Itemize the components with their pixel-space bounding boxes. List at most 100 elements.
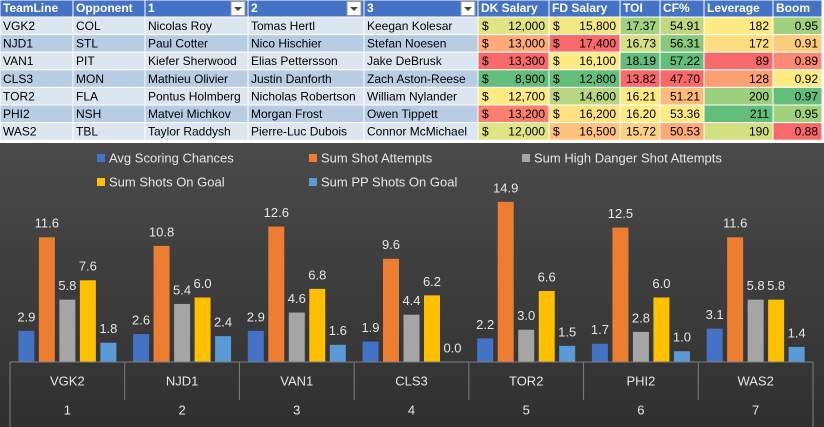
bar — [194, 297, 211, 362]
bar — [309, 288, 326, 362]
value-label: 4.4 — [402, 293, 420, 308]
cell-text: VAN1 — [3, 54, 34, 68]
cell-text: Keegan Kolesar — [367, 19, 452, 33]
cell-text: 16.21 — [626, 89, 656, 103]
currency-symbol: $ — [553, 37, 560, 51]
bar — [747, 299, 764, 362]
cell-text: 54.91 — [670, 19, 700, 33]
x-tick-label: PHI2 — [626, 373, 655, 388]
value-label: 5.8 — [747, 278, 765, 293]
bar — [153, 245, 170, 362]
x-group-label: 3 — [293, 402, 300, 417]
legend-swatch — [309, 154, 317, 162]
cell-text: 17.37 — [626, 19, 656, 33]
cell-text: 13.82 — [626, 72, 656, 86]
bar — [727, 237, 744, 362]
cell-text: William Nylander — [367, 89, 457, 103]
cell-text: Jake DeBrusk — [367, 54, 443, 68]
cell-text: 51.21 — [670, 89, 700, 103]
value-label: 0.0 — [443, 340, 461, 355]
value-label: 1.4 — [788, 325, 806, 340]
cell-text: Nicholas Robertson — [251, 89, 356, 103]
cell-text: 16,100 — [579, 54, 616, 68]
value-label: 7.6 — [79, 259, 97, 274]
bar — [174, 303, 191, 362]
cell-text: 0.92 — [795, 72, 819, 86]
cell-text: 0.95 — [795, 19, 819, 33]
legend-swatch — [309, 178, 317, 186]
bar — [133, 334, 150, 362]
cell-text: 0.88 — [795, 125, 819, 139]
cell-text: COL — [76, 19, 101, 33]
filter-arrow — [234, 7, 242, 11]
cell-text: PHI2 — [3, 107, 30, 121]
value-label: 3.0 — [517, 308, 535, 323]
cell-text: 57.22 — [670, 54, 700, 68]
bar — [215, 336, 232, 362]
value-label: 2.9 — [17, 309, 35, 324]
currency-symbol: $ — [553, 54, 560, 68]
header-text: 1 — [148, 1, 155, 15]
cell-text: VGK2 — [3, 19, 35, 33]
header-text: 2 — [251, 1, 258, 15]
value-label: 6.8 — [308, 267, 326, 282]
x-group-label: 6 — [637, 402, 644, 417]
x-tick-label: VGK2 — [50, 373, 85, 388]
bar — [247, 330, 264, 362]
x-tick-label: TOR2 — [509, 373, 543, 388]
cell-text: 53.36 — [670, 107, 700, 121]
value-label: 2.9 — [247, 309, 265, 324]
value-label: 1.8 — [99, 321, 117, 336]
bar — [362, 341, 379, 362]
value-label: 2.2 — [476, 317, 494, 332]
header-text: TOI — [623, 1, 643, 15]
cell-text: Justin Danforth — [251, 72, 332, 86]
bar — [18, 330, 35, 362]
legend-label: Sum Shot Attempts — [321, 150, 433, 165]
bar — [38, 237, 55, 362]
currency-symbol: $ — [482, 89, 489, 103]
table-cell — [772, 122, 823, 141]
header-text: TeamLine — [3, 1, 58, 15]
cell-text: Kiefer Sherwood — [148, 54, 237, 68]
bar — [591, 343, 608, 362]
legend-label: Sum Shots On Goal — [109, 174, 225, 189]
currency-symbol: $ — [553, 72, 560, 86]
x-group-label: 5 — [523, 402, 530, 417]
cell-text: Owen Tippett — [367, 107, 438, 121]
cell-text: 211 — [750, 107, 769, 121]
currency-symbol: $ — [482, 37, 489, 51]
bar — [673, 351, 690, 362]
legend-swatch — [522, 154, 530, 162]
bar — [59, 299, 76, 362]
cell-text: FLA — [76, 89, 98, 103]
bar — [768, 299, 785, 362]
cell-text: 47.70 — [670, 72, 700, 86]
x-tick-label: WAS2 — [737, 373, 773, 388]
cell-text: 13,200 — [508, 107, 545, 121]
bar — [100, 342, 117, 362]
header-text: 3 — [367, 1, 374, 15]
cell-text: Matvei Michkov — [148, 107, 231, 121]
header-text: Opponent — [76, 1, 133, 15]
value-label: 6.6 — [538, 269, 556, 284]
cell-text: PIT — [76, 54, 95, 68]
x-group-label: 1 — [64, 402, 71, 417]
cell-text: Mathieu Olivier — [148, 72, 228, 86]
x-tick-label: CLS3 — [395, 373, 428, 388]
cell-text: Elias Pettersson — [251, 54, 338, 68]
bar — [612, 227, 629, 362]
bar — [268, 226, 285, 362]
value-label: 1.6 — [329, 323, 347, 338]
cell-text: 12,000 — [508, 19, 545, 33]
bar — [559, 345, 576, 362]
value-label: 11.6 — [723, 216, 747, 231]
value-label: 6.2 — [423, 274, 441, 289]
cell-text: 16,500 — [579, 125, 616, 139]
cell-text: 182 — [749, 19, 769, 33]
legend-swatch — [97, 178, 105, 186]
cell-text: 89 — [756, 54, 770, 68]
cell-text: 8,900 — [515, 72, 545, 86]
cell-text: NSH — [76, 107, 101, 121]
value-label: 14.9 — [493, 180, 518, 195]
